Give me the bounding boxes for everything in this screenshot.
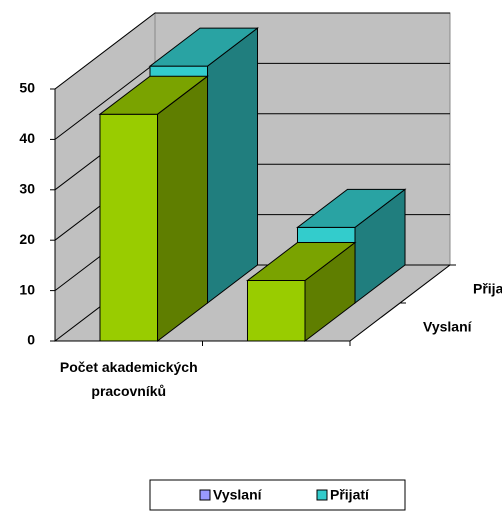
legend-swatch: [199, 489, 211, 501]
y-tick-label: 10: [19, 281, 35, 297]
x-tick-label: Počet akademických pracovníků: [59, 359, 198, 399]
bar-side: [157, 75, 209, 343]
bar-top: [148, 27, 259, 67]
bar-top: [296, 188, 407, 228]
legend-label: Přijatí: [330, 487, 370, 503]
legend-label: Vyslaní: [213, 487, 263, 503]
bar: [98, 75, 209, 343]
bar-top: [246, 242, 357, 282]
bar-side: [207, 27, 259, 305]
y-tick-label: 40: [19, 130, 35, 146]
depth-label: Přijatí: [473, 281, 502, 297]
legend-box: [149, 479, 406, 511]
y-tick-label: 50: [19, 80, 35, 96]
depth-label: Vyslaní: [423, 319, 473, 335]
grid-line: [54, 12, 450, 90]
bar-front: [246, 280, 306, 342]
y-tick-label: 30: [19, 181, 35, 197]
bar-front: [99, 113, 159, 342]
legend-swatch: [316, 489, 328, 501]
bar: [246, 241, 357, 343]
y-tick-label: 20: [19, 231, 35, 247]
bar-top: [98, 75, 209, 115]
y-tick-label: 0: [27, 332, 35, 348]
